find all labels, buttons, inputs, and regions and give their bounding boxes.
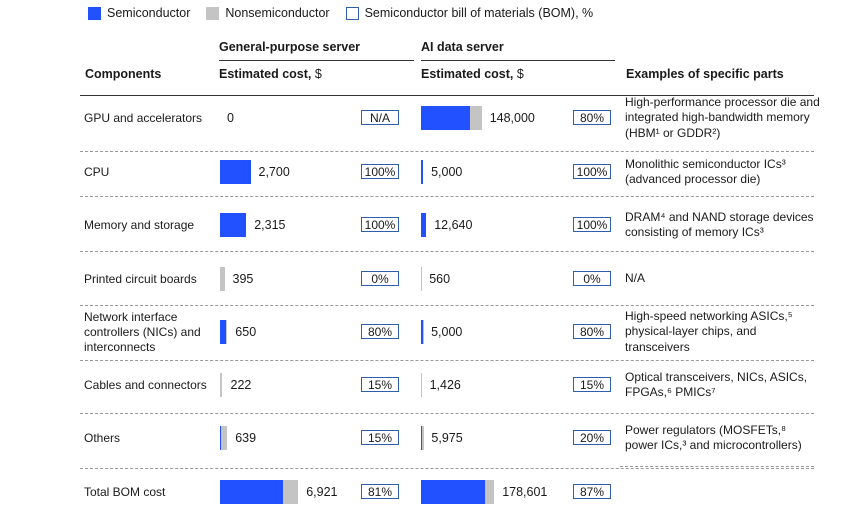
legend-label-semiconductor: Semiconductor xyxy=(107,6,191,20)
semiconductor-bar xyxy=(421,160,423,184)
cost-value: 148,000 xyxy=(489,111,535,125)
bom-share-badge: 0% xyxy=(573,271,611,286)
bom-share-badge: 81% xyxy=(361,484,399,499)
row-separator xyxy=(620,466,814,467)
row-label: GPU and accelerators xyxy=(84,110,203,125)
cost-value: 12,640 xyxy=(434,218,473,232)
example-parts: High-speed networking ASICs,⁵ physical-l… xyxy=(625,308,793,354)
bom-share-badge: 87% xyxy=(573,484,611,499)
example-parts: DRAM⁴ and NAND storage devices consistin… xyxy=(625,209,814,240)
column-header-ai-cost: Estimated cost, $ xyxy=(421,67,524,81)
row-separator xyxy=(80,360,814,361)
cost-value: 2,315 xyxy=(254,218,286,232)
legend-item-semiconductor: Semiconductor xyxy=(88,6,190,20)
group-header-general-purpose: General-purpose server xyxy=(219,40,361,54)
nonsemiconductor-bar xyxy=(484,480,495,504)
group-rule-general-purpose xyxy=(219,60,414,61)
cost-value: 395 xyxy=(232,272,254,286)
semiconductor-bar xyxy=(421,480,485,504)
row-label: Others xyxy=(84,430,121,445)
bom-share-badge: N/A xyxy=(361,110,399,125)
example-parts: Power regulators (MOSFETs,⁸ power ICs,³ … xyxy=(625,422,802,453)
bom-share-badge: 15% xyxy=(361,430,399,445)
semiconductor-bar xyxy=(220,213,247,237)
legend-label-nonsemiconductor: Nonsemiconductor xyxy=(225,6,330,20)
bom-share-badge: 15% xyxy=(361,377,399,392)
legend-item-nonsemiconductor: Nonsemiconductor xyxy=(206,6,330,20)
row-label: Total BOM cost xyxy=(84,484,166,499)
cost-value: 1,426 xyxy=(429,378,461,392)
semiconductor-bar xyxy=(220,426,222,450)
legend-item-bom: Semiconductor bill of materials (BOM), % xyxy=(345,6,594,20)
example-parts: High-performance processor die and integ… xyxy=(625,94,820,140)
example-parts: Monolithic semiconductor ICs³ (advanced … xyxy=(625,156,786,187)
legend-label-bom: Semiconductor bill of materials (BOM), % xyxy=(364,6,594,20)
example-parts: N/A xyxy=(625,271,646,286)
nonsemiconductor-swatch-icon xyxy=(206,6,220,20)
legend: Semiconductor Nonsemiconductor Semicondu… xyxy=(88,4,609,22)
semiconductor-bar xyxy=(220,320,226,344)
column-header-components: Components xyxy=(85,67,162,81)
bom-share-badge: 80% xyxy=(573,110,611,125)
cost-value: 0 xyxy=(227,111,234,125)
bom-share-badge: 0% xyxy=(361,271,399,286)
estimated-cost-label: Estimated cost, xyxy=(421,67,514,81)
bom-share-badge: 80% xyxy=(573,324,611,339)
header-rule xyxy=(80,95,814,96)
cost-value: 650 xyxy=(235,325,257,339)
cost-value: 6,921 xyxy=(306,485,338,499)
bom-share-badge: 100% xyxy=(573,164,611,179)
nonsemiconductor-bar xyxy=(225,320,228,344)
bom-share-badge: 100% xyxy=(573,217,611,232)
semiconductor-swatch-icon xyxy=(88,6,101,20)
row-separator xyxy=(80,251,814,252)
column-header-general-cost: Estimated cost, $ xyxy=(219,67,322,81)
semiconductor-bar xyxy=(421,213,427,237)
cost-value: 2,700 xyxy=(258,165,290,179)
row-separator xyxy=(80,196,814,197)
nonsemiconductor-bar xyxy=(283,480,299,504)
cost-unit: $ xyxy=(314,67,322,81)
cost-value: 5,000 xyxy=(431,325,463,339)
group-header-ai-server: AI data server xyxy=(421,40,504,54)
example-parts: Optical transceivers, NICs, ASICs, FPGAs… xyxy=(625,369,808,400)
bom-swatch-icon xyxy=(345,6,359,20)
row-label: Printed circuit boards xyxy=(84,271,197,286)
estimated-cost-label: Estimated cost, xyxy=(219,67,312,81)
row-separator xyxy=(80,468,814,469)
cost-unit: $ xyxy=(516,67,524,81)
bom-share-badge: 100% xyxy=(361,164,399,179)
column-header-examples: Examples of specific parts xyxy=(626,67,784,81)
row-label: Memory and storage xyxy=(84,217,195,232)
group-rule-ai-server xyxy=(421,60,615,61)
semiconductor-bar xyxy=(421,106,470,130)
semiconductor-bar xyxy=(421,426,422,450)
bom-share-badge: 100% xyxy=(361,217,399,232)
nonsemiconductor-bar xyxy=(421,373,422,397)
nonsemiconductor-bar xyxy=(220,267,225,291)
nonsemiconductor-bar xyxy=(220,373,223,397)
bom-share-badge: 80% xyxy=(361,324,399,339)
nonsemiconductor-bar xyxy=(469,106,482,130)
row-label: Network interface controllers (NICs) and… xyxy=(84,309,201,354)
bom-share-badge: 15% xyxy=(573,377,611,392)
cost-value: 639 xyxy=(235,431,257,445)
row-separator xyxy=(80,151,814,152)
row-label: Cables and connectors xyxy=(84,377,207,392)
cost-value: 222 xyxy=(230,378,252,392)
cost-value: 178,601 xyxy=(502,485,548,499)
bom-share-badge: 20% xyxy=(573,430,611,445)
semiconductor-bar xyxy=(220,480,284,504)
row-separator xyxy=(80,305,814,306)
nonsemiconductor-bar xyxy=(221,426,228,450)
row-label: CPU xyxy=(84,164,110,179)
nonsemiconductor-bar xyxy=(421,426,424,450)
cost-value: 5,000 xyxy=(431,165,463,179)
semiconductor-bar xyxy=(421,320,423,344)
row-separator xyxy=(80,413,814,414)
cost-value: 5,975 xyxy=(431,431,463,445)
semiconductor-bar xyxy=(220,160,251,184)
cost-value: 560 xyxy=(429,272,451,286)
